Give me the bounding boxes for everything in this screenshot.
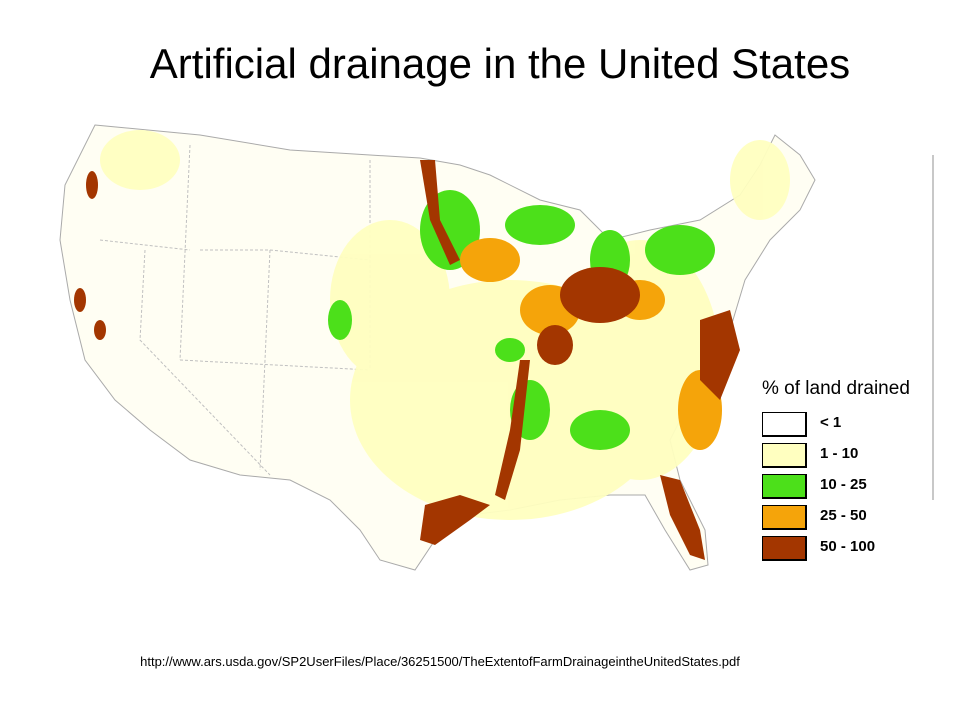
legend-swatch xyxy=(762,443,807,468)
legend-label: 25 - 50 xyxy=(820,507,867,524)
legend-row: 50 - 100 xyxy=(762,536,952,567)
legend-row: 1 - 10 xyxy=(762,443,952,474)
legend-swatch xyxy=(762,412,807,437)
legend-row: 10 - 25 xyxy=(762,474,952,505)
legend: % of land drained < 1 1 - 10 10 - 25 25 … xyxy=(762,378,952,567)
legend-label: 50 - 100 xyxy=(820,538,876,555)
legend-label: 10 - 25 xyxy=(820,476,867,493)
legend-swatch xyxy=(762,505,807,530)
source-url[interactable]: http://www.ars.usda.gov/SP2UserFiles/Pla… xyxy=(140,654,740,669)
legend-swatch xyxy=(762,474,807,499)
legend-label: 1 - 10 xyxy=(820,445,859,462)
slide-title: Artificial drainage in the United States xyxy=(149,40,851,87)
legend-title: % of land drained xyxy=(762,378,910,399)
legend-label: < 1 xyxy=(820,414,842,431)
drainage-50-100 xyxy=(74,160,740,560)
legend-row: < 1 xyxy=(762,412,952,443)
legend-row: 25 - 50 xyxy=(762,505,952,536)
separator-line xyxy=(932,155,934,500)
drainage-map xyxy=(40,100,830,600)
legend-swatch xyxy=(762,536,807,561)
us-map-svg xyxy=(59,124,816,571)
state-boundaries xyxy=(99,144,371,476)
